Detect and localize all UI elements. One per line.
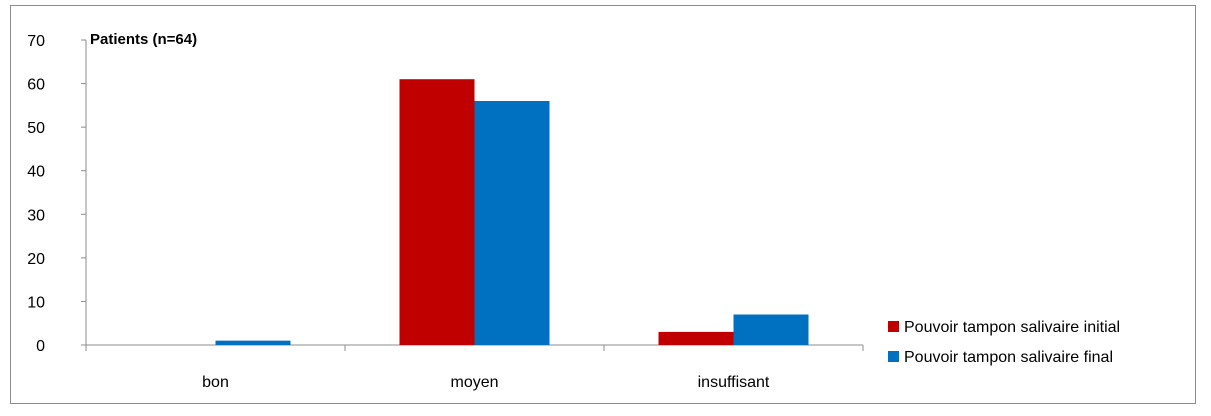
legend-swatch — [888, 321, 899, 332]
x-tick-label: moyen — [450, 374, 498, 391]
y-tick-label: 60 — [27, 77, 45, 94]
bar-moyen-series-2 — [474, 101, 550, 345]
y-tick-label: 20 — [27, 251, 45, 268]
bar-bon-series-2 — [215, 340, 291, 345]
y-tick-label: 70 — [27, 33, 45, 50]
y-tick-label: 10 — [27, 294, 45, 311]
chart-frame — [10, 5, 1196, 404]
bar-moyen-series-1 — [399, 79, 475, 345]
y-tick-label: 40 — [27, 164, 45, 181]
y-tick-label: 30 — [27, 207, 45, 224]
x-tick-label: bon — [202, 374, 229, 391]
legend: Pouvoir tampon salivaire initial Pouvoir … — [888, 319, 1120, 366]
legend-label: Pouvoir tampon salivaire initial — [904, 319, 1120, 336]
bar-insuffisant-series-1 — [658, 331, 734, 345]
y-tick-label: 50 — [27, 120, 45, 137]
tick-labels: 0 10 20 30 40 50 60 70 bon moyen insuffisant — [27, 33, 770, 391]
legend-swatch — [888, 351, 899, 362]
y-tick-label: 0 — [36, 338, 45, 355]
bars — [215, 79, 809, 345]
bar-insuffisant-series-2 — [733, 314, 809, 345]
x-tick-label: insuffisant — [698, 374, 770, 391]
legend-label: Pouvoir tampon salivaire final — [904, 349, 1113, 366]
y-axis-label: Patients (n=64) — [90, 31, 197, 48]
